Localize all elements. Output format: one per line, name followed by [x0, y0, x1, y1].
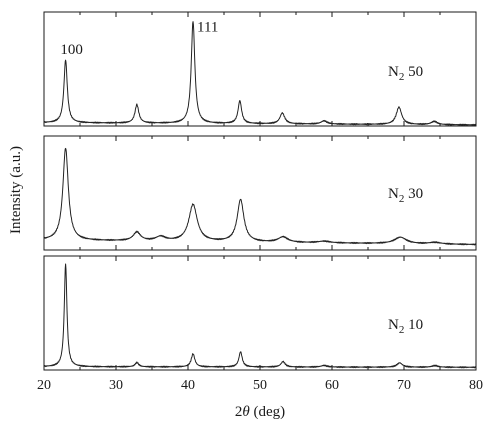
peak-label: 111 [197, 19, 218, 35]
x-tick-label: 40 [181, 378, 195, 393]
series-label-main: N [388, 317, 399, 333]
x-axis-title-prefix: 2 [235, 404, 243, 420]
series-line-1 [43, 21, 477, 126]
series-label-rest: 30 [404, 186, 423, 202]
x-tick-label: 70 [397, 378, 411, 393]
x-axis-title: 2θ (deg) [235, 404, 285, 420]
series-label-subscript: 2 [399, 193, 405, 205]
x-tick-label: 80 [469, 378, 483, 393]
x-tick-label: 60 [325, 378, 339, 393]
series-label-main: N [388, 64, 399, 80]
series-label: N2 10 [388, 317, 423, 336]
y-axis-title: Intensity (a.u.) [8, 146, 24, 234]
series-label: N2 30 [388, 186, 423, 205]
panel-frame [43, 255, 477, 371]
series-label-main: N [388, 186, 399, 202]
series-label-rest: 10 [404, 317, 423, 333]
series-label-subscript: 2 [399, 71, 405, 83]
x-tick-label: 50 [253, 378, 267, 393]
x-tick-label: 30 [109, 378, 123, 393]
x-tick-label: 20 [37, 378, 51, 393]
series-label: N2 50 [388, 64, 423, 83]
x-axis-title-unit: (deg) [250, 404, 285, 420]
series-label-rest: 50 [404, 64, 423, 80]
series-line-3 [43, 263, 477, 369]
panel-1: N2 50 100 111 [43, 11, 477, 127]
x-axis: 20 30 40 50 60 70 80 [37, 378, 483, 393]
peak-label: 100 [60, 42, 83, 58]
series-line-2 [43, 147, 477, 246]
panel-2: N2 30 [43, 135, 477, 251]
series-label-subscript: 2 [399, 324, 405, 336]
panel-3: N2 10 [43, 255, 477, 371]
x-axis-title-theta: θ [242, 404, 250, 420]
